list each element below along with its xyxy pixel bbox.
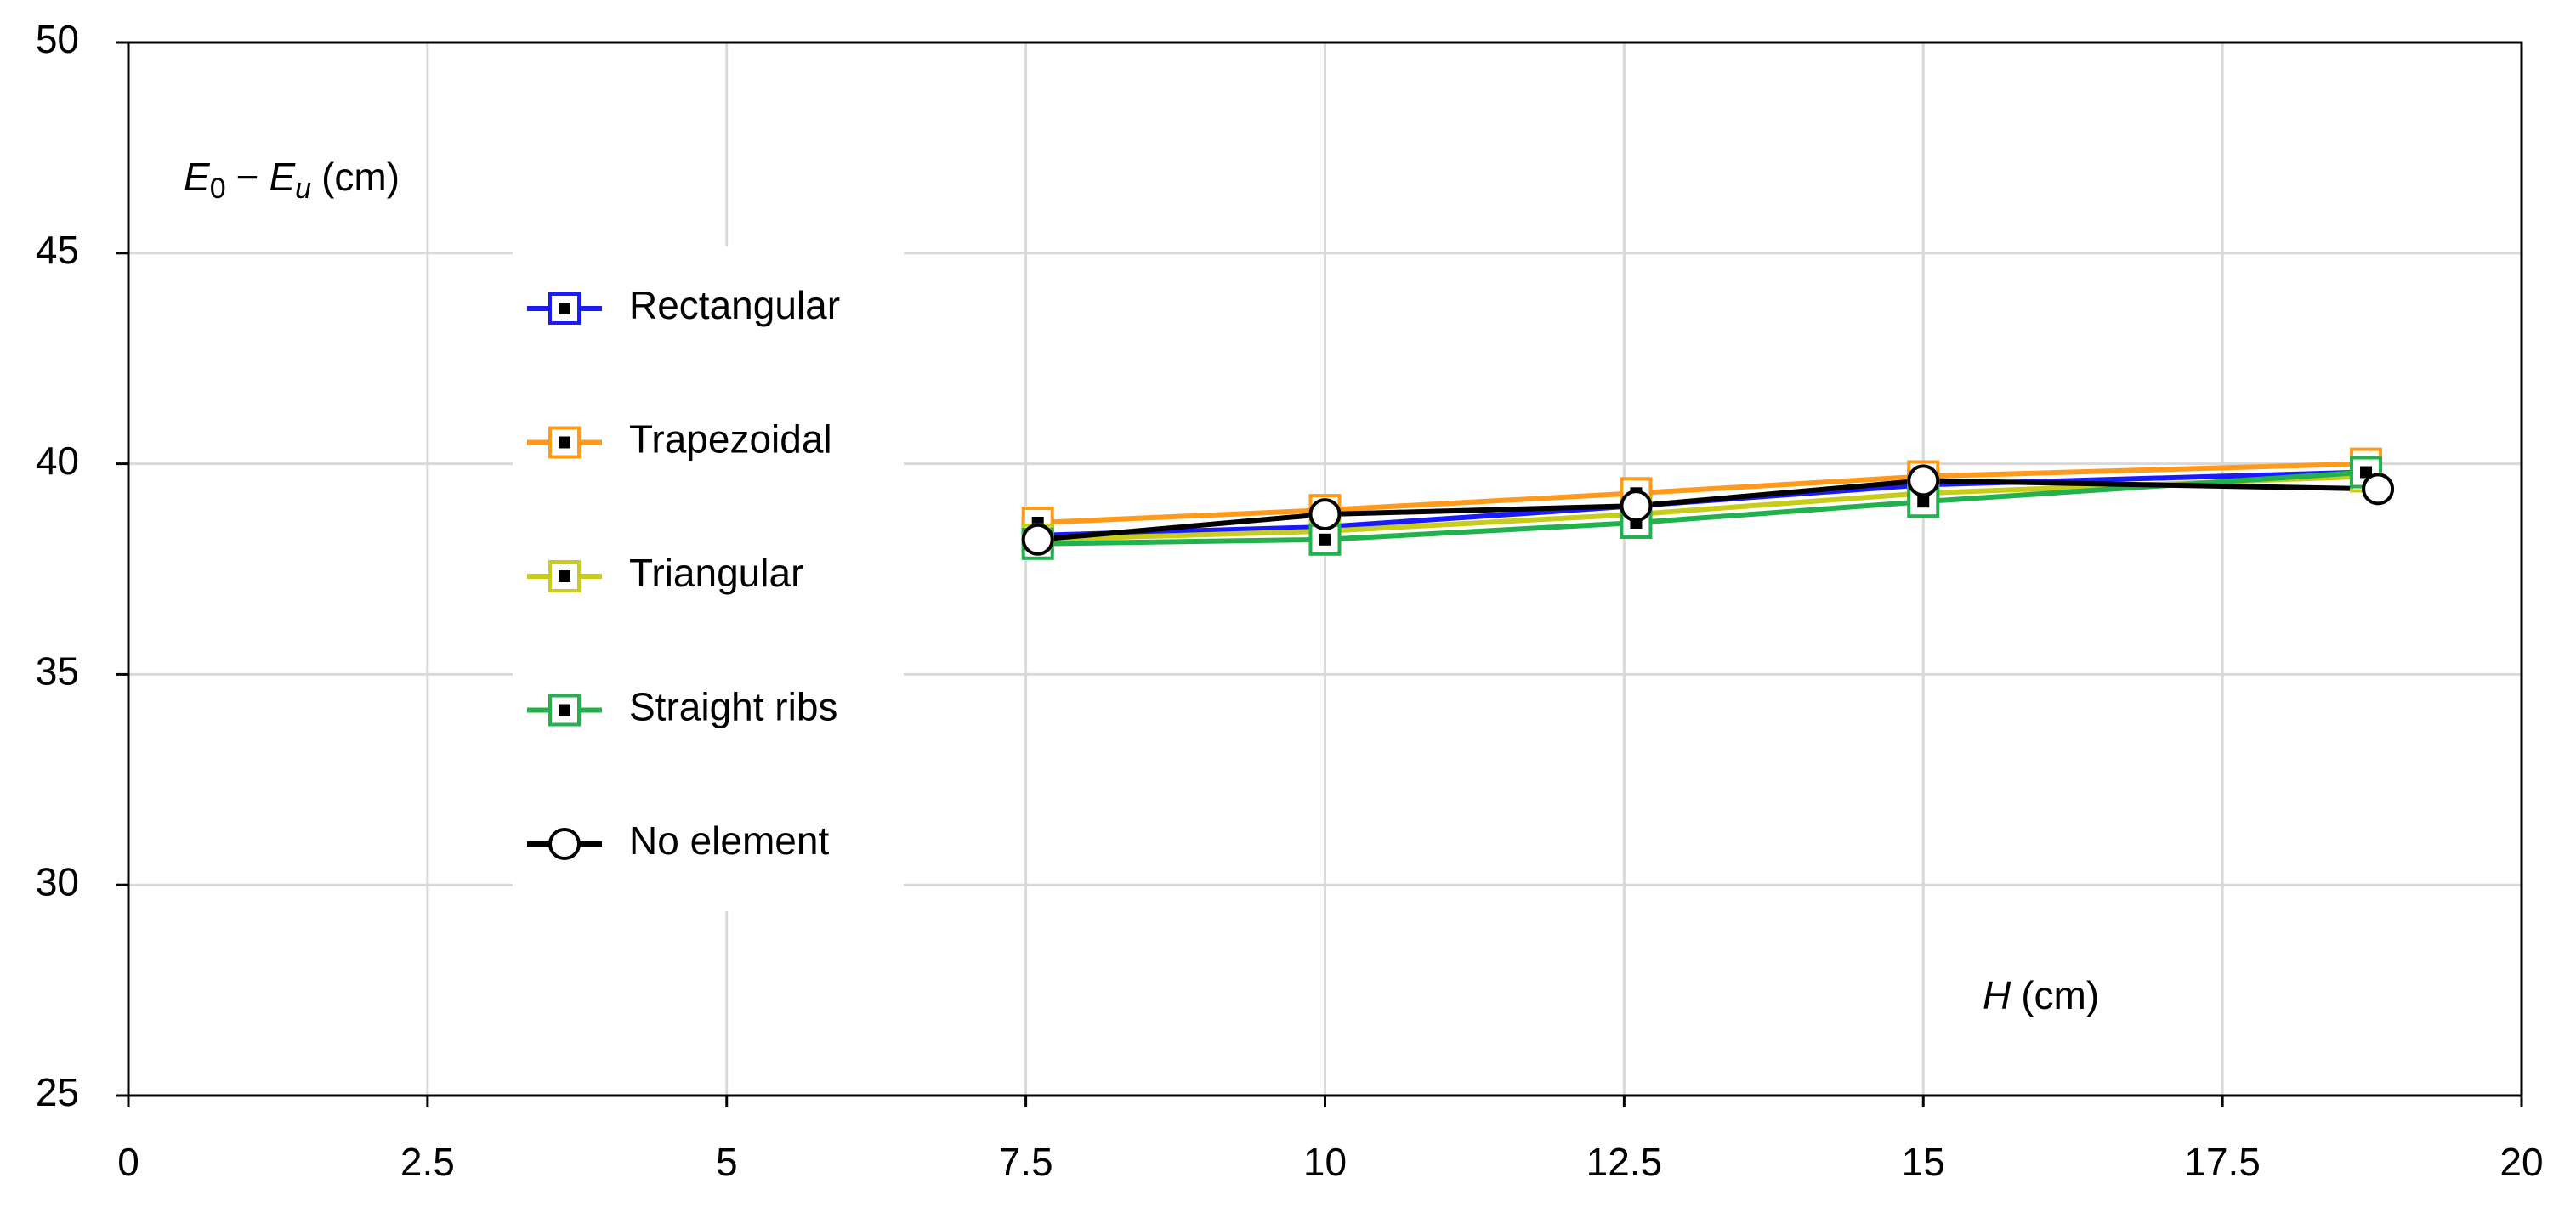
plot xyxy=(1021,447,2395,560)
y-tick-label: 25 xyxy=(36,1070,79,1114)
marker xyxy=(548,828,581,860)
marker xyxy=(1620,490,1653,523)
marker xyxy=(548,694,581,727)
y-label-part: E xyxy=(269,155,296,199)
marker-core xyxy=(559,436,570,449)
x-tick-label: 2.5 xyxy=(400,1140,455,1184)
legend-label: Triangular xyxy=(629,551,803,595)
x-label-part: H xyxy=(1983,973,2011,1017)
x-tick-label: 15 xyxy=(1902,1140,1945,1184)
x-tick-label: 17.5 xyxy=(2184,1140,2261,1184)
marker xyxy=(548,426,581,459)
y-label-part: E xyxy=(184,155,211,199)
y-tick-label: 45 xyxy=(36,228,79,272)
y-axis-label: E0− Eu (cm) xyxy=(184,155,400,205)
marker xyxy=(1021,523,1054,556)
y-tick-label: 35 xyxy=(36,649,79,694)
x-axis-label: H (cm) xyxy=(1983,973,2099,1017)
marker xyxy=(2362,473,2395,506)
marker-core xyxy=(1319,533,1331,546)
y-tick-label: 30 xyxy=(36,859,79,903)
y-label-part: − xyxy=(236,155,259,199)
marker-core xyxy=(559,704,570,716)
marker xyxy=(548,560,581,592)
x-tick-label: 12.5 xyxy=(1586,1140,1663,1184)
marker-core xyxy=(559,303,570,314)
legend-label: Trapezoidal xyxy=(629,417,832,462)
plot-frame xyxy=(127,41,2523,1097)
legend: Rectangular Trapezoidal Triangular Straight… xyxy=(513,246,904,911)
x-tick-label: 0 xyxy=(117,1140,139,1184)
grid: 25 30 35 40 45 50 0 2.5 5 7.5 10 12.5 15 17.5 20 xyxy=(36,17,2544,1184)
y-label-part: u xyxy=(295,173,311,205)
y-tick-label: 50 xyxy=(36,17,79,61)
x-tick-label: 10 xyxy=(1303,1140,1347,1184)
marker xyxy=(1907,464,1940,497)
marker-core xyxy=(2360,466,2373,479)
marker-core xyxy=(559,570,570,582)
marker-core xyxy=(1917,496,1930,508)
marker xyxy=(1308,498,1342,531)
x-tick-label: 20 xyxy=(2499,1140,2543,1184)
legend-label: Rectangular xyxy=(629,283,840,327)
marker-box xyxy=(548,426,581,459)
y-tick-label: 40 xyxy=(36,439,79,483)
legend-label: Straight ribs xyxy=(629,685,837,729)
marker xyxy=(548,292,581,325)
x-tick-label: 5 xyxy=(716,1140,738,1184)
x-tick-label: 7.5 xyxy=(999,1140,1053,1184)
y-label-part: (cm) xyxy=(321,155,400,199)
y-label-part: 0 xyxy=(210,173,226,205)
legend-label: No element xyxy=(629,818,829,863)
x-label-part: (cm) xyxy=(2021,973,2099,1017)
